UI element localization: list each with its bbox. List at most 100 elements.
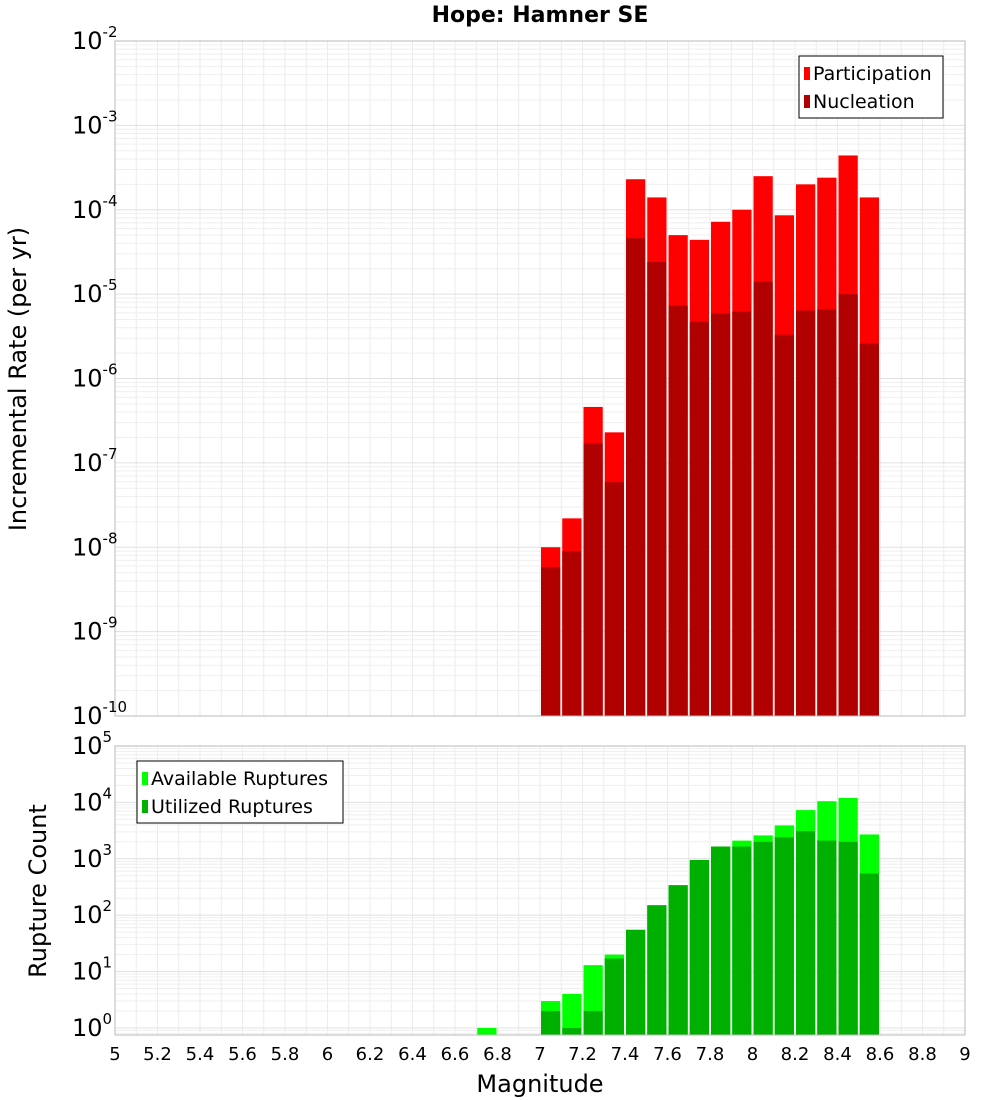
count-bar xyxy=(477,1027,497,1035)
rate-legend-label: Nucleation xyxy=(813,91,915,113)
tick-base: 10 xyxy=(72,196,103,224)
tick-exponent: -7 xyxy=(103,445,118,463)
x-tick-label: 8.6 xyxy=(866,1044,895,1065)
count-bar xyxy=(796,831,816,1035)
tick-base: 10 xyxy=(72,901,103,929)
rate-bar xyxy=(689,321,709,716)
tick-exponent: -9 xyxy=(103,614,118,632)
x-tick-label: 9 xyxy=(959,1044,970,1065)
count-bar xyxy=(604,958,624,1035)
x-tick-label: 6 xyxy=(322,1044,333,1065)
rate-y-axis-label: Incremental Rate (per yr) xyxy=(4,227,32,531)
count-y-axis-label: Rupture Count xyxy=(24,804,52,978)
tick-base: 10 xyxy=(72,27,103,55)
rate-y-tick-label: 10-6 xyxy=(72,361,118,393)
x-tick-label: 8.8 xyxy=(908,1044,937,1065)
rate-bar xyxy=(838,294,858,716)
rate-bar xyxy=(859,343,879,716)
tick-exponent: -10 xyxy=(103,698,128,716)
count-bar xyxy=(753,841,773,1035)
tick-base: 10 xyxy=(72,1014,103,1042)
tick-exponent: 2 xyxy=(103,897,113,915)
x-tick-label: 8.4 xyxy=(823,1044,852,1065)
rate-legend: Participation Nucleation xyxy=(798,55,944,119)
rate-bar xyxy=(604,482,624,716)
rate-y-tick-label: 10-4 xyxy=(72,192,118,224)
x-axis-label: Magnitude xyxy=(476,1070,603,1098)
rate-legend-swatch xyxy=(804,95,810,108)
rate-legend-box xyxy=(798,55,944,119)
rate-y-tick-label: 10-2 xyxy=(72,23,118,55)
count-y-tick-label: 102 xyxy=(72,897,112,929)
count-bar xyxy=(838,841,858,1035)
rate-y-tick-label: 10-8 xyxy=(72,529,118,561)
count-legend-box xyxy=(136,760,344,824)
count-bar xyxy=(689,860,709,1035)
tick-base: 10 xyxy=(72,365,103,393)
count-bar xyxy=(583,1010,603,1035)
x-tick-label: 7.6 xyxy=(653,1044,682,1065)
x-tick-label: 7 xyxy=(534,1044,545,1065)
x-tick-label: 7.4 xyxy=(611,1044,640,1065)
rate-bar xyxy=(753,281,773,716)
chart-title: Hope: Hamner SE xyxy=(432,3,649,28)
rate-grid xyxy=(114,40,966,717)
count-bar xyxy=(626,929,646,1035)
count-y-tick-label: 101 xyxy=(72,954,112,986)
tick-base: 10 xyxy=(72,702,103,730)
tick-exponent: -4 xyxy=(103,192,118,210)
tick-base: 10 xyxy=(72,533,103,561)
count-bar xyxy=(562,1027,582,1035)
count-legend: Available Ruptures Utilized Ruptures xyxy=(136,760,344,824)
tick-exponent: -2 xyxy=(103,23,118,41)
count-bar xyxy=(668,885,688,1035)
count-series-1 xyxy=(541,831,879,1035)
x-tick-label: 6.4 xyxy=(398,1044,427,1065)
rate-plot-frame xyxy=(114,40,966,717)
tick-base: 10 xyxy=(72,788,103,816)
tick-base: 10 xyxy=(72,845,103,873)
tick-base: 10 xyxy=(72,958,103,986)
x-tick-label: 5.8 xyxy=(271,1044,300,1065)
tick-base: 10 xyxy=(72,732,103,760)
count-legend-swatch xyxy=(142,800,148,813)
count-legend-label: Utilized Ruptures xyxy=(151,796,313,818)
tick-base: 10 xyxy=(72,111,103,139)
tick-exponent: -5 xyxy=(103,276,118,294)
x-tick-label: 5.4 xyxy=(186,1044,215,1065)
rate-y-tick-label: 10-10 xyxy=(72,698,127,730)
count-bar xyxy=(562,994,582,1035)
count-bar xyxy=(859,873,879,1035)
x-ticks: 5 5.2 5.4 5.6 5.8 6 6.2 6.4 6.6 6.8 7 7.2 7.4 7.6 7.8 8… xyxy=(109,1044,970,1065)
count-y-tick-label: 104 xyxy=(72,784,112,816)
count-legend-swatch xyxy=(142,772,148,785)
x-tick-label: 7.2 xyxy=(568,1044,597,1065)
rate-legend-swatch xyxy=(804,67,810,80)
x-tick-label: 5.6 xyxy=(228,1044,257,1065)
x-tick-label: 7.8 xyxy=(696,1044,725,1065)
rate-bar xyxy=(711,313,731,716)
count-y-tick-label: 103 xyxy=(72,841,112,873)
x-tick-label: 6.2 xyxy=(356,1044,385,1065)
count-bar xyxy=(711,846,731,1035)
count-y-tick-label: 100 xyxy=(72,1010,112,1042)
tick-exponent: 5 xyxy=(103,728,113,746)
tick-base: 10 xyxy=(72,280,103,308)
rate-y-tick-label: 10-3 xyxy=(72,107,118,139)
rate-y-tick-label: 10-7 xyxy=(72,445,118,477)
tick-exponent: 1 xyxy=(103,954,113,972)
x-tick-label: 6.8 xyxy=(483,1044,512,1065)
count-bar xyxy=(817,840,837,1035)
rate-bar xyxy=(796,310,816,716)
x-tick-label: 5.2 xyxy=(143,1044,172,1065)
count-bar xyxy=(774,837,794,1035)
tick-exponent: 0 xyxy=(103,1010,113,1028)
count-bar xyxy=(647,905,667,1035)
count-plot-frame xyxy=(114,745,966,1036)
rate-bar xyxy=(626,238,646,716)
tick-exponent: 3 xyxy=(103,841,113,859)
rate-series-1 xyxy=(541,238,879,716)
